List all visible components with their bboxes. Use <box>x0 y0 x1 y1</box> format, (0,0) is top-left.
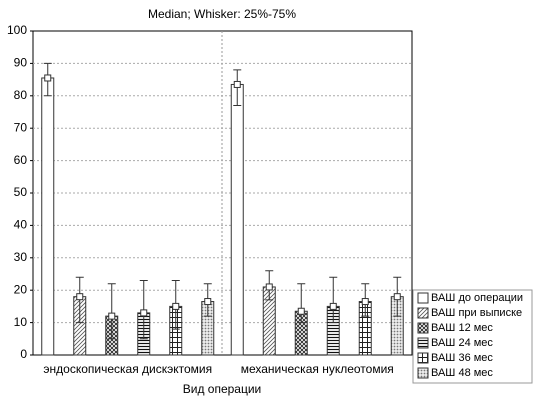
y-tick-label: 100 <box>7 23 27 37</box>
legend-swatch <box>417 292 429 304</box>
y-tick-label: 30 <box>14 250 28 264</box>
x-axis-label: Вид операции <box>183 382 262 396</box>
median-marker <box>393 293 401 301</box>
median-marker <box>265 283 273 291</box>
bar <box>230 83 244 356</box>
whisker <box>107 283 116 340</box>
median-marker <box>297 307 305 315</box>
legend-label: ВАШ 48 мес <box>431 367 493 379</box>
y-tick-label: 60 <box>14 153 28 167</box>
y-tick-label: 40 <box>14 218 28 232</box>
whisker <box>329 276 338 324</box>
y-tick-label: 10 <box>14 315 28 329</box>
median-marker <box>76 293 84 301</box>
y-tick-label: 50 <box>14 185 28 199</box>
median-marker <box>172 302 180 310</box>
whisker <box>297 283 306 324</box>
y-tick-label: 80 <box>14 88 28 102</box>
median-marker <box>44 74 52 82</box>
legend-label: ВАШ 36 мес <box>431 352 493 364</box>
median-marker <box>140 309 148 317</box>
y-tick-label: 70 <box>14 120 28 134</box>
legend-swatch <box>417 337 429 349</box>
legend-label: ВАШ 24 мес <box>431 337 493 349</box>
legend-label: ВАШ при выписке <box>431 307 522 319</box>
legend-swatch <box>417 352 429 364</box>
y-tick-label: 0 <box>20 347 27 361</box>
median-marker <box>329 302 337 310</box>
median-marker <box>204 298 212 306</box>
bar <box>41 77 55 356</box>
median-marker <box>361 298 369 306</box>
chart-title: Median; Whisker: 25%-75% <box>148 7 296 21</box>
legend <box>412 289 533 384</box>
y-tick-label: 20 <box>14 282 28 296</box>
y-tick-label: 90 <box>14 56 28 70</box>
legend-swatch <box>417 322 429 334</box>
legend-label: ВАШ 12 мес <box>431 322 493 334</box>
median-marker <box>108 312 116 320</box>
legend-swatch <box>417 367 429 379</box>
median-marker <box>233 80 241 88</box>
x-tick-label: эндоскопическая дискэктомия <box>43 362 212 376</box>
x-tick-label: механическая нуклеотомия <box>241 362 394 376</box>
legend-swatch <box>417 307 429 319</box>
legend-label: ВАШ до операции <box>431 292 523 304</box>
